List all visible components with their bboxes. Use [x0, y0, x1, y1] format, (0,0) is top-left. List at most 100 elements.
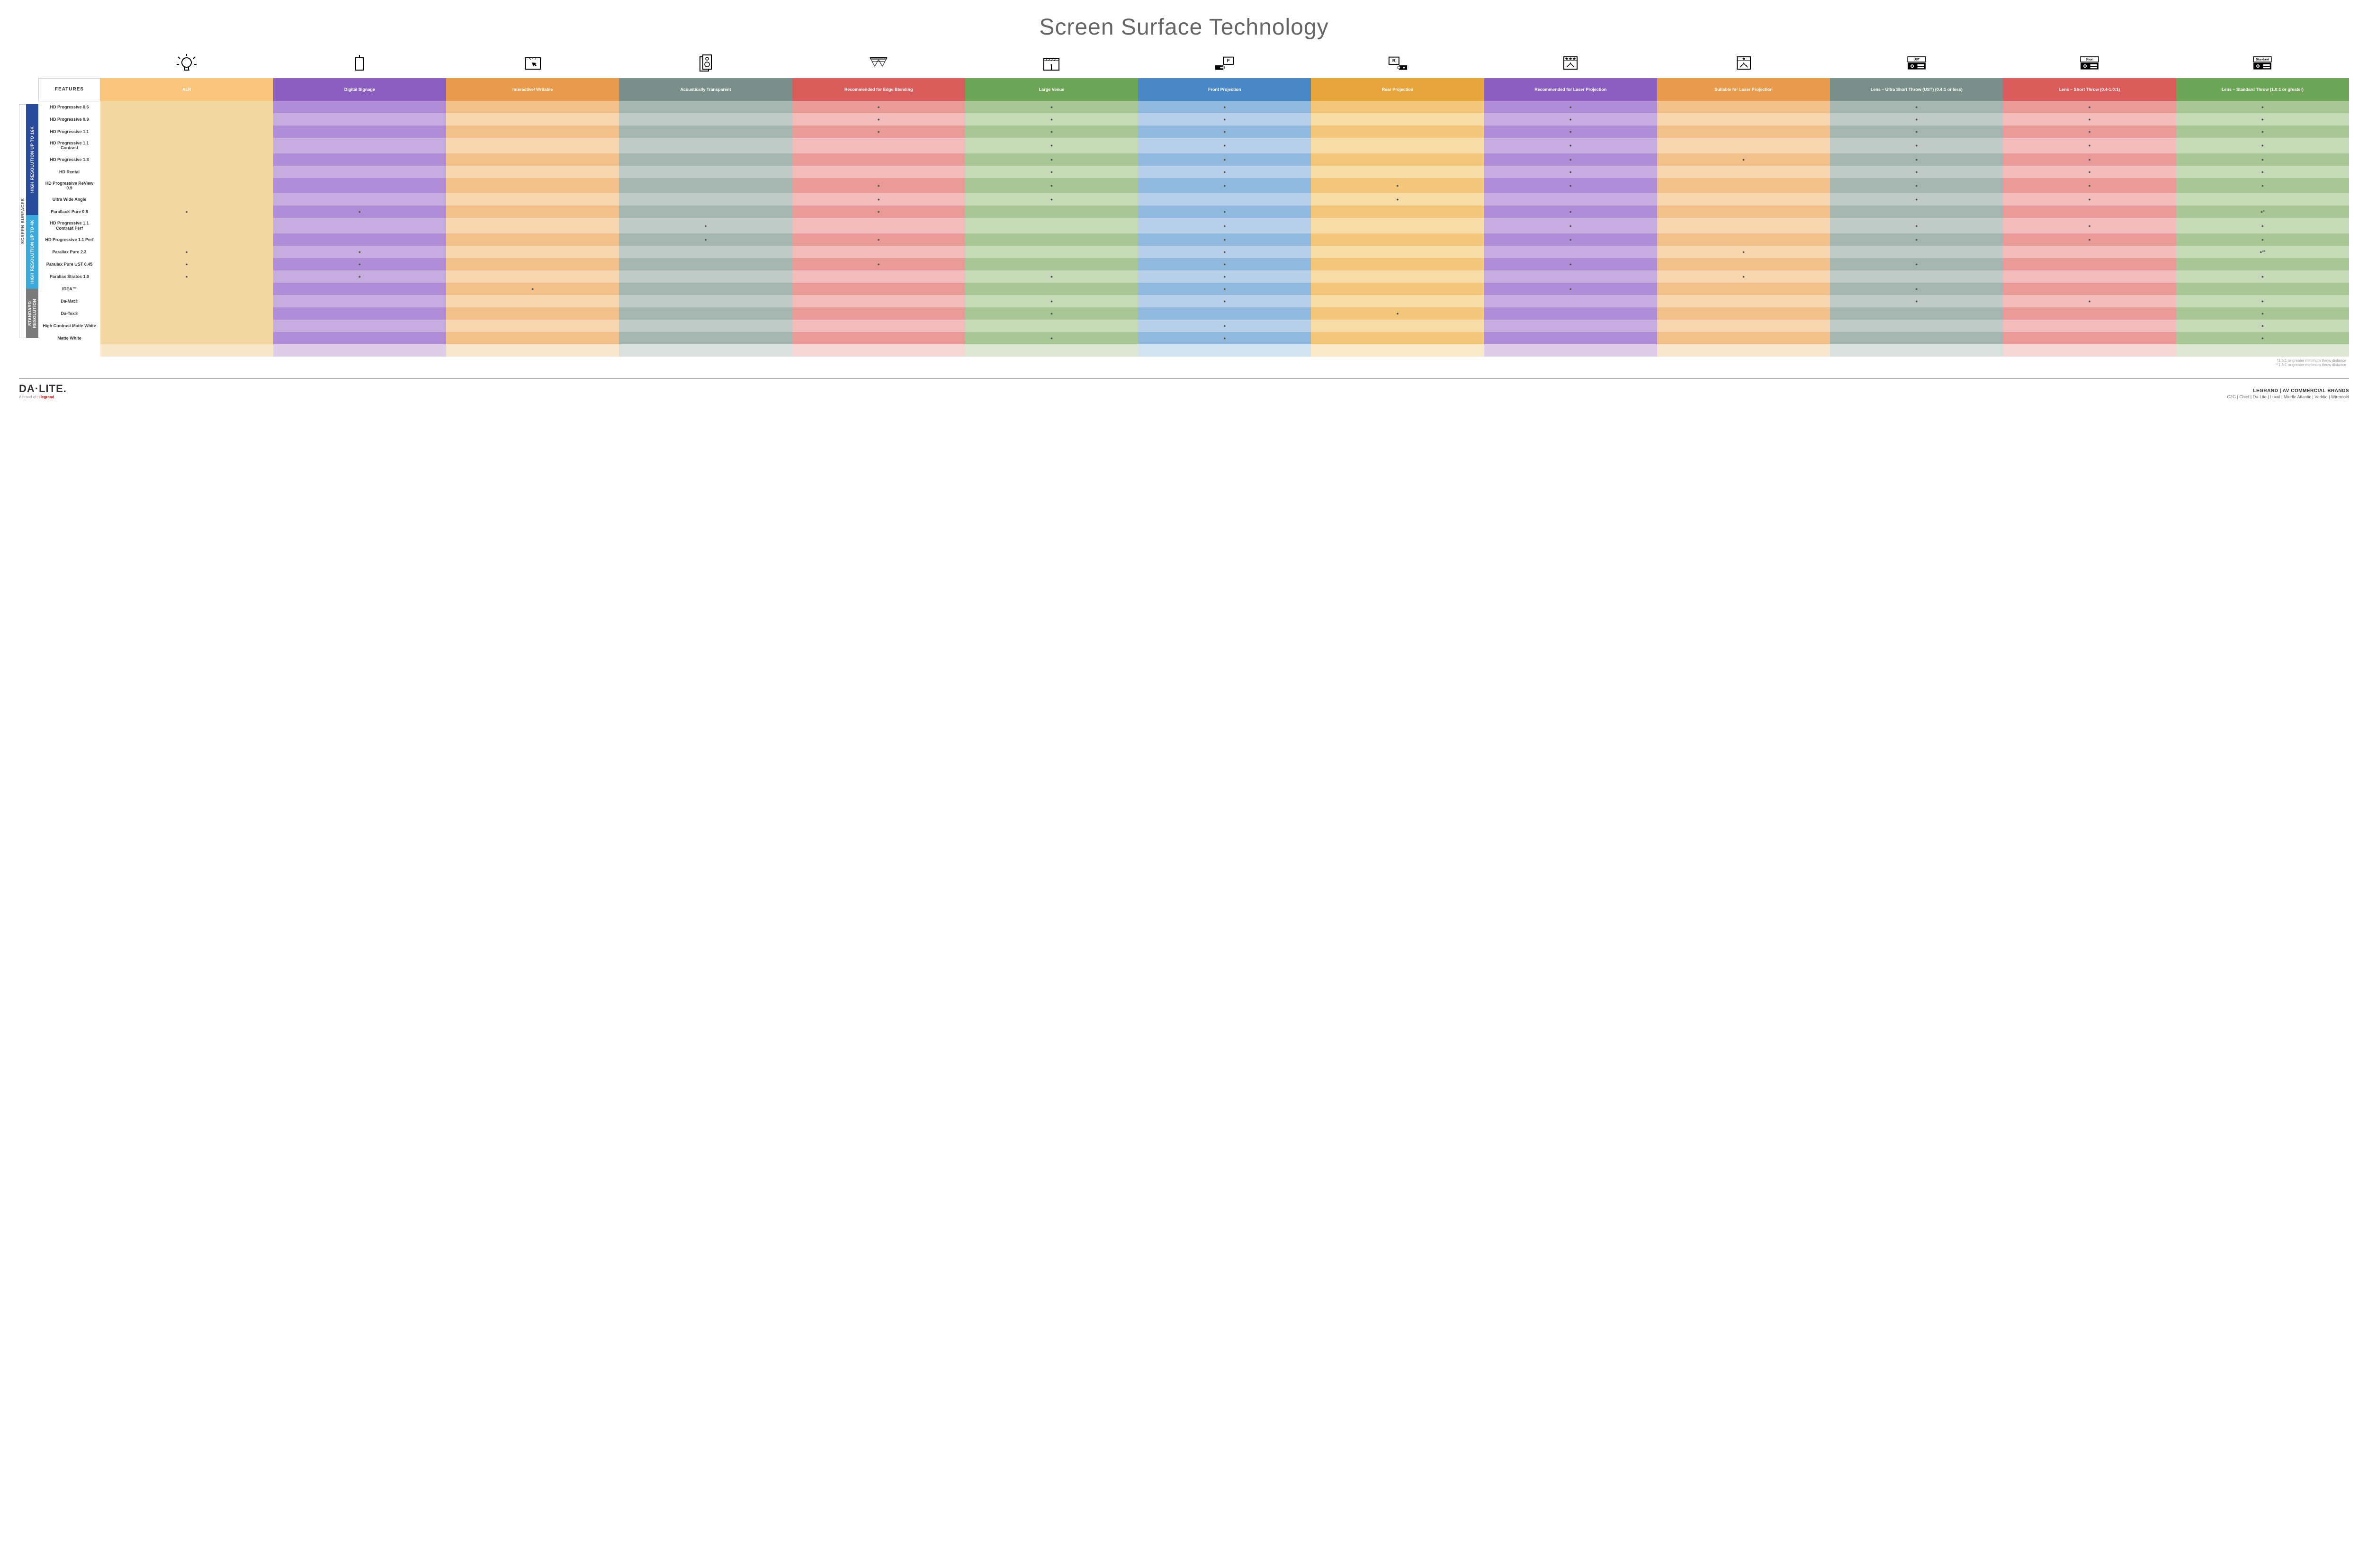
feature-cell: ● — [1138, 283, 1311, 295]
column-icon — [446, 50, 619, 78]
table-row: HD Progressive 1.1 Perf●●●●●●● — [39, 233, 2350, 246]
feature-cell: ● — [1484, 113, 1657, 125]
feature-cell: ● — [1138, 101, 1311, 113]
feature-cell: ● — [2176, 101, 2349, 113]
table-row: Matte White●●● — [39, 332, 2350, 344]
feature-cell: ● — [792, 193, 965, 206]
feature-cell — [273, 295, 446, 307]
column-icon — [1484, 50, 1657, 78]
feature-cell — [100, 283, 273, 295]
brand-left: DA·LITE. A brand of □ legrand — [19, 383, 67, 399]
feature-cell — [2003, 332, 2176, 344]
feature-cell — [1311, 295, 1484, 307]
table-body: HD Progressive 0.6●●●●●●●HD Progressive … — [39, 101, 2350, 357]
feature-cell — [273, 332, 446, 344]
feature-cell — [619, 295, 792, 307]
feature-cell: ● — [273, 258, 446, 270]
feature-cell — [619, 113, 792, 125]
feature-cell — [1311, 218, 1484, 233]
column-header: Recommended for Edge Blending — [792, 78, 965, 101]
category-label: STANDARD RESOLUTION — [26, 289, 38, 338]
feature-cell: ● — [1657, 153, 1830, 166]
feature-cell: ● — [2003, 166, 2176, 178]
row-label: Ultra Wide Angle — [39, 193, 100, 206]
feature-cell — [2003, 307, 2176, 320]
feature-cell: ● — [1830, 166, 2003, 178]
column-icon — [619, 50, 792, 78]
feature-cell: ● — [2176, 138, 2349, 153]
feature-cell: ● — [1484, 125, 1657, 138]
feature-cell: ● — [1484, 258, 1657, 270]
feature-cell: ● — [1484, 218, 1657, 233]
row-label: HD Rental — [39, 166, 100, 178]
feature-cell: ● — [1484, 153, 1657, 166]
feature-cell: ● — [2176, 178, 2349, 194]
feature-cell: ● — [1311, 307, 1484, 320]
row-label: HD Progressive 0.9 — [39, 113, 100, 125]
feature-cell: ● — [2176, 332, 2349, 344]
feature-cell: ● — [1830, 258, 2003, 270]
feature-cell: ● — [2003, 138, 2176, 153]
feature-cell — [2176, 193, 2349, 206]
feature-cell — [1657, 233, 1830, 246]
header-row: FEATURES ALRDigital SignageInteractive/ … — [39, 78, 2350, 101]
feature-cell: ● — [2176, 233, 2349, 246]
feature-cell — [446, 258, 619, 270]
feature-cell: ● — [1138, 113, 1311, 125]
feature-cell — [1311, 270, 1484, 283]
feature-cell: ● — [1830, 101, 2003, 113]
feature-cell: ● — [2003, 153, 2176, 166]
table-row: HD Progressive ReView 0.9●●●●●●●● — [39, 178, 2350, 194]
feature-cell: ● — [100, 206, 273, 218]
feature-cell: ● — [2003, 113, 2176, 125]
feature-cell: ● — [2176, 113, 2349, 125]
feature-cell — [446, 218, 619, 233]
feature-cell: ● — [2003, 295, 2176, 307]
column-header: Large Venue — [965, 78, 1138, 101]
feature-cell — [1311, 233, 1484, 246]
row-label: High Contrast Matte White — [39, 320, 100, 332]
spacer-row — [39, 344, 2350, 357]
feature-cell: ● — [2176, 218, 2349, 233]
feature-cell — [446, 295, 619, 307]
column-icon: Short — [2003, 50, 2176, 78]
feature-cell: ● — [1830, 178, 2003, 194]
feature-cell: ● — [1657, 270, 1830, 283]
row-label: HD Progressive 1.1 — [39, 125, 100, 138]
feature-cell — [619, 206, 792, 218]
table-row: High Contrast Matte White●● — [39, 320, 2350, 332]
feature-cell — [273, 125, 446, 138]
feature-cell — [446, 332, 619, 344]
feature-cell: ● — [1138, 153, 1311, 166]
feature-cell: ● — [1484, 101, 1657, 113]
feature-cell — [1311, 153, 1484, 166]
brand-right: LEGRAND | AV COMMERCIAL BRANDS C2G | Chi… — [2227, 388, 2349, 399]
column-icon — [1138, 50, 1311, 78]
feature-cell: ● — [965, 125, 1138, 138]
feature-cell — [619, 166, 792, 178]
feature-cell — [446, 233, 619, 246]
feature-cell — [1484, 320, 1657, 332]
feature-cell: ● — [1484, 178, 1657, 194]
feature-cell — [965, 233, 1138, 246]
feature-cell: ● — [1138, 178, 1311, 194]
column-header: Lens – Short Throw (0.4-1.0:1) — [2003, 78, 2176, 101]
feature-cell — [792, 166, 965, 178]
feature-cell — [792, 332, 965, 344]
feature-cell: ● — [965, 113, 1138, 125]
feature-cell — [1830, 320, 2003, 332]
feature-cell — [1484, 193, 1657, 206]
feature-cell: ● — [792, 233, 965, 246]
feature-cell — [100, 320, 273, 332]
feature-cell — [1657, 218, 1830, 233]
feature-cell — [619, 283, 792, 295]
feature-cell — [1657, 206, 1830, 218]
feature-cell: ● — [1484, 166, 1657, 178]
feature-cell: ● — [619, 218, 792, 233]
feature-cell — [1657, 320, 1830, 332]
feature-cell — [619, 138, 792, 153]
table-row: Parallax® Pure 0.8●●●●●●* — [39, 206, 2350, 218]
feature-cell — [1484, 332, 1657, 344]
feature-cell — [1311, 138, 1484, 153]
row-label: Da-Tex® — [39, 307, 100, 320]
